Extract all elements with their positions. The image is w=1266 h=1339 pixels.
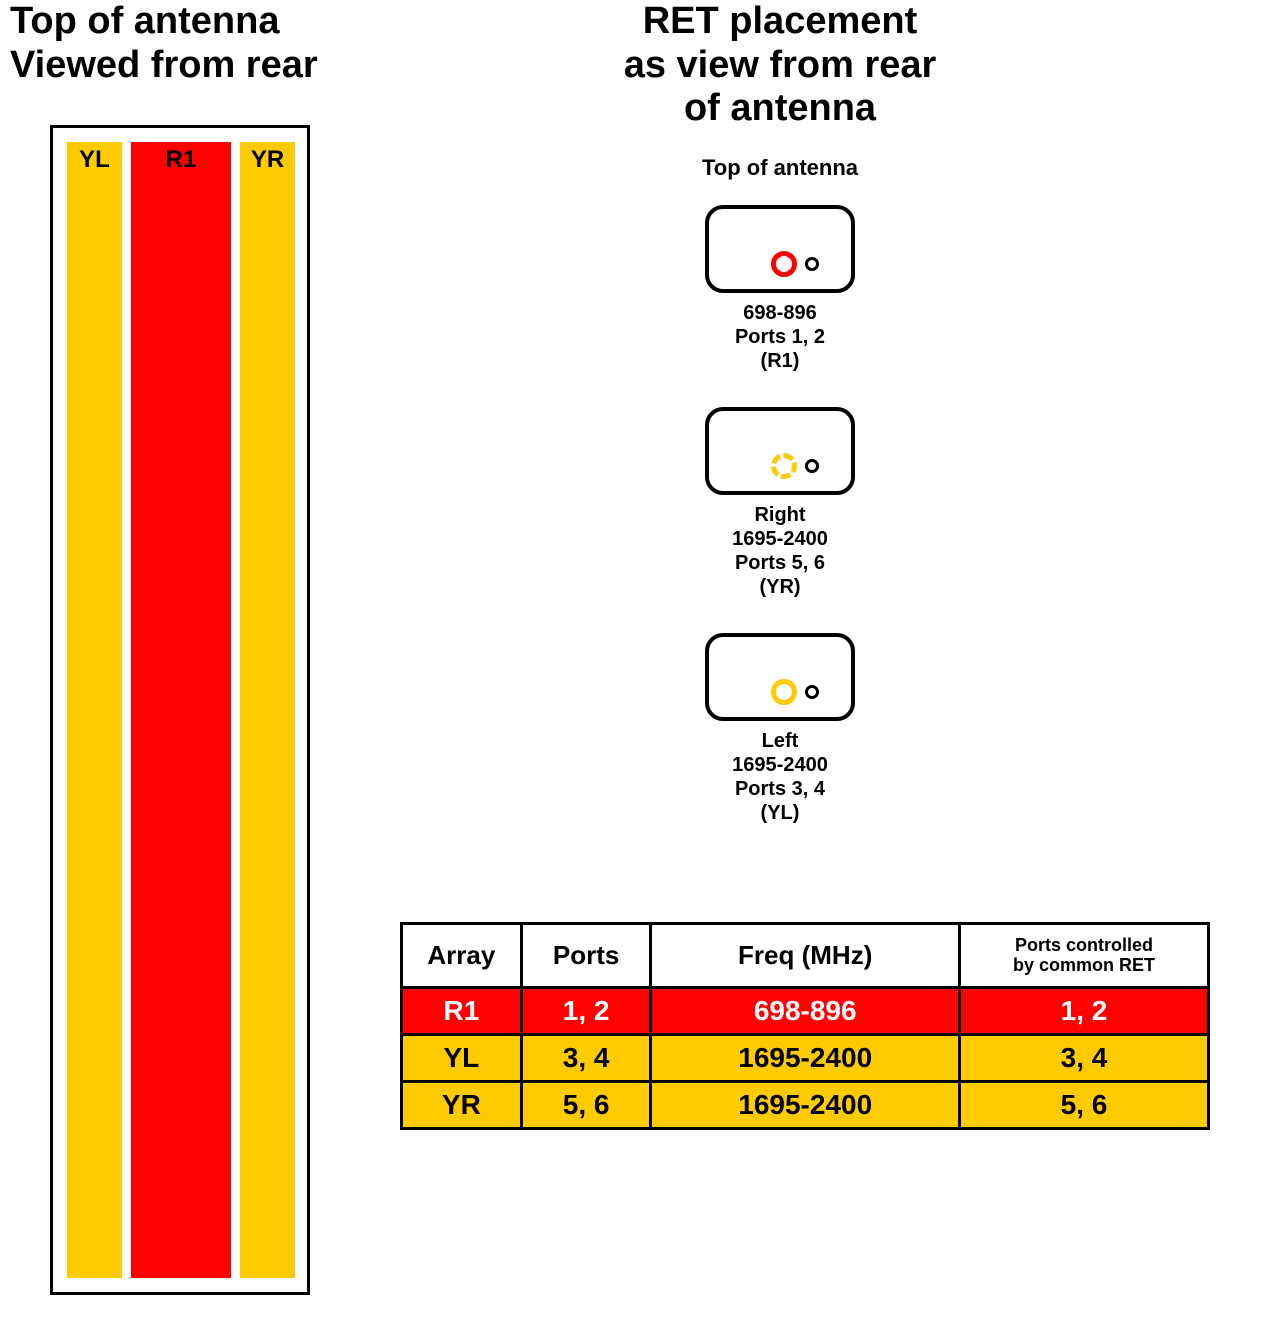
- top-of-antenna-label: Top of antenna: [530, 155, 1030, 181]
- table-row: YR5, 61695-24005, 6: [402, 1082, 1209, 1129]
- ret-circle-icon: [771, 251, 797, 277]
- ret-circle-icon: [771, 453, 797, 479]
- ret-module-text-0: 698-896Ports 1, 2(R1): [640, 301, 920, 373]
- frequency-table: ArrayPortsFreq (MHz)Ports controlledby c…: [400, 922, 1210, 1130]
- left-title-line2: Viewed from rear: [10, 44, 318, 86]
- antenna-column-r1: R1: [131, 142, 231, 1278]
- left-title: Top of antenna Viewed from rear: [10, 0, 318, 87]
- table-cell: YR: [402, 1082, 522, 1129]
- ret-module-text-2: Left1695-2400Ports 3, 4(YL): [640, 729, 920, 825]
- table-cell: YL: [402, 1035, 522, 1082]
- antenna-column-label: YL: [67, 146, 122, 174]
- right-title-line3: of antenna: [684, 87, 876, 129]
- ret-modules-column: 698-896Ports 1, 2(R1) Right1695-2400Ports…: [640, 205, 920, 859]
- table-row: R11, 2698-8961, 2: [402, 988, 1209, 1035]
- table-cell: 5, 6: [521, 1082, 651, 1129]
- antenna-rear-view: YL R1 YR: [50, 125, 310, 1295]
- table-header: Freq (MHz): [651, 924, 960, 988]
- right-title: RET placement as view from rear of anten…: [530, 0, 1030, 131]
- table-cell: 3, 4: [521, 1035, 651, 1082]
- table-cell: R1: [402, 988, 522, 1035]
- right-title-line2: as view from rear: [624, 44, 937, 86]
- table-header: Ports controlledby common RET: [959, 924, 1208, 988]
- frequency-table-wrap: ArrayPortsFreq (MHz)Ports controlledby c…: [400, 922, 1210, 1130]
- ret-small-dot-icon: [805, 257, 819, 271]
- table-cell: 1, 2: [521, 988, 651, 1035]
- table-cell: 1695-2400: [651, 1035, 960, 1082]
- table-cell: 3, 4: [959, 1035, 1208, 1082]
- antenna-column-yl: YL: [67, 142, 122, 1278]
- ret-circle-icon: [771, 679, 797, 705]
- table-cell: 1695-2400: [651, 1082, 960, 1129]
- antenna-column-label: YR: [240, 146, 295, 174]
- table-header: Array: [402, 924, 522, 988]
- ret-module-1: [705, 407, 855, 495]
- ret-module-0: [705, 205, 855, 293]
- antenna-column-yr: YR: [240, 142, 295, 1278]
- ret-module-text-1: Right1695-2400Ports 5, 6(YR): [640, 503, 920, 599]
- ret-module-2: [705, 633, 855, 721]
- table-header: Ports: [521, 924, 651, 988]
- ret-small-dot-icon: [805, 685, 819, 699]
- table-cell: 5, 6: [959, 1082, 1208, 1129]
- antenna-column-label: R1: [131, 146, 231, 174]
- table-cell: 1, 2: [959, 988, 1208, 1035]
- table-cell: 698-896: [651, 988, 960, 1035]
- left-title-line1: Top of antenna: [10, 0, 280, 42]
- table-row: YL3, 41695-24003, 4: [402, 1035, 1209, 1082]
- right-title-line1: RET placement: [643, 0, 918, 42]
- ret-small-dot-icon: [805, 459, 819, 473]
